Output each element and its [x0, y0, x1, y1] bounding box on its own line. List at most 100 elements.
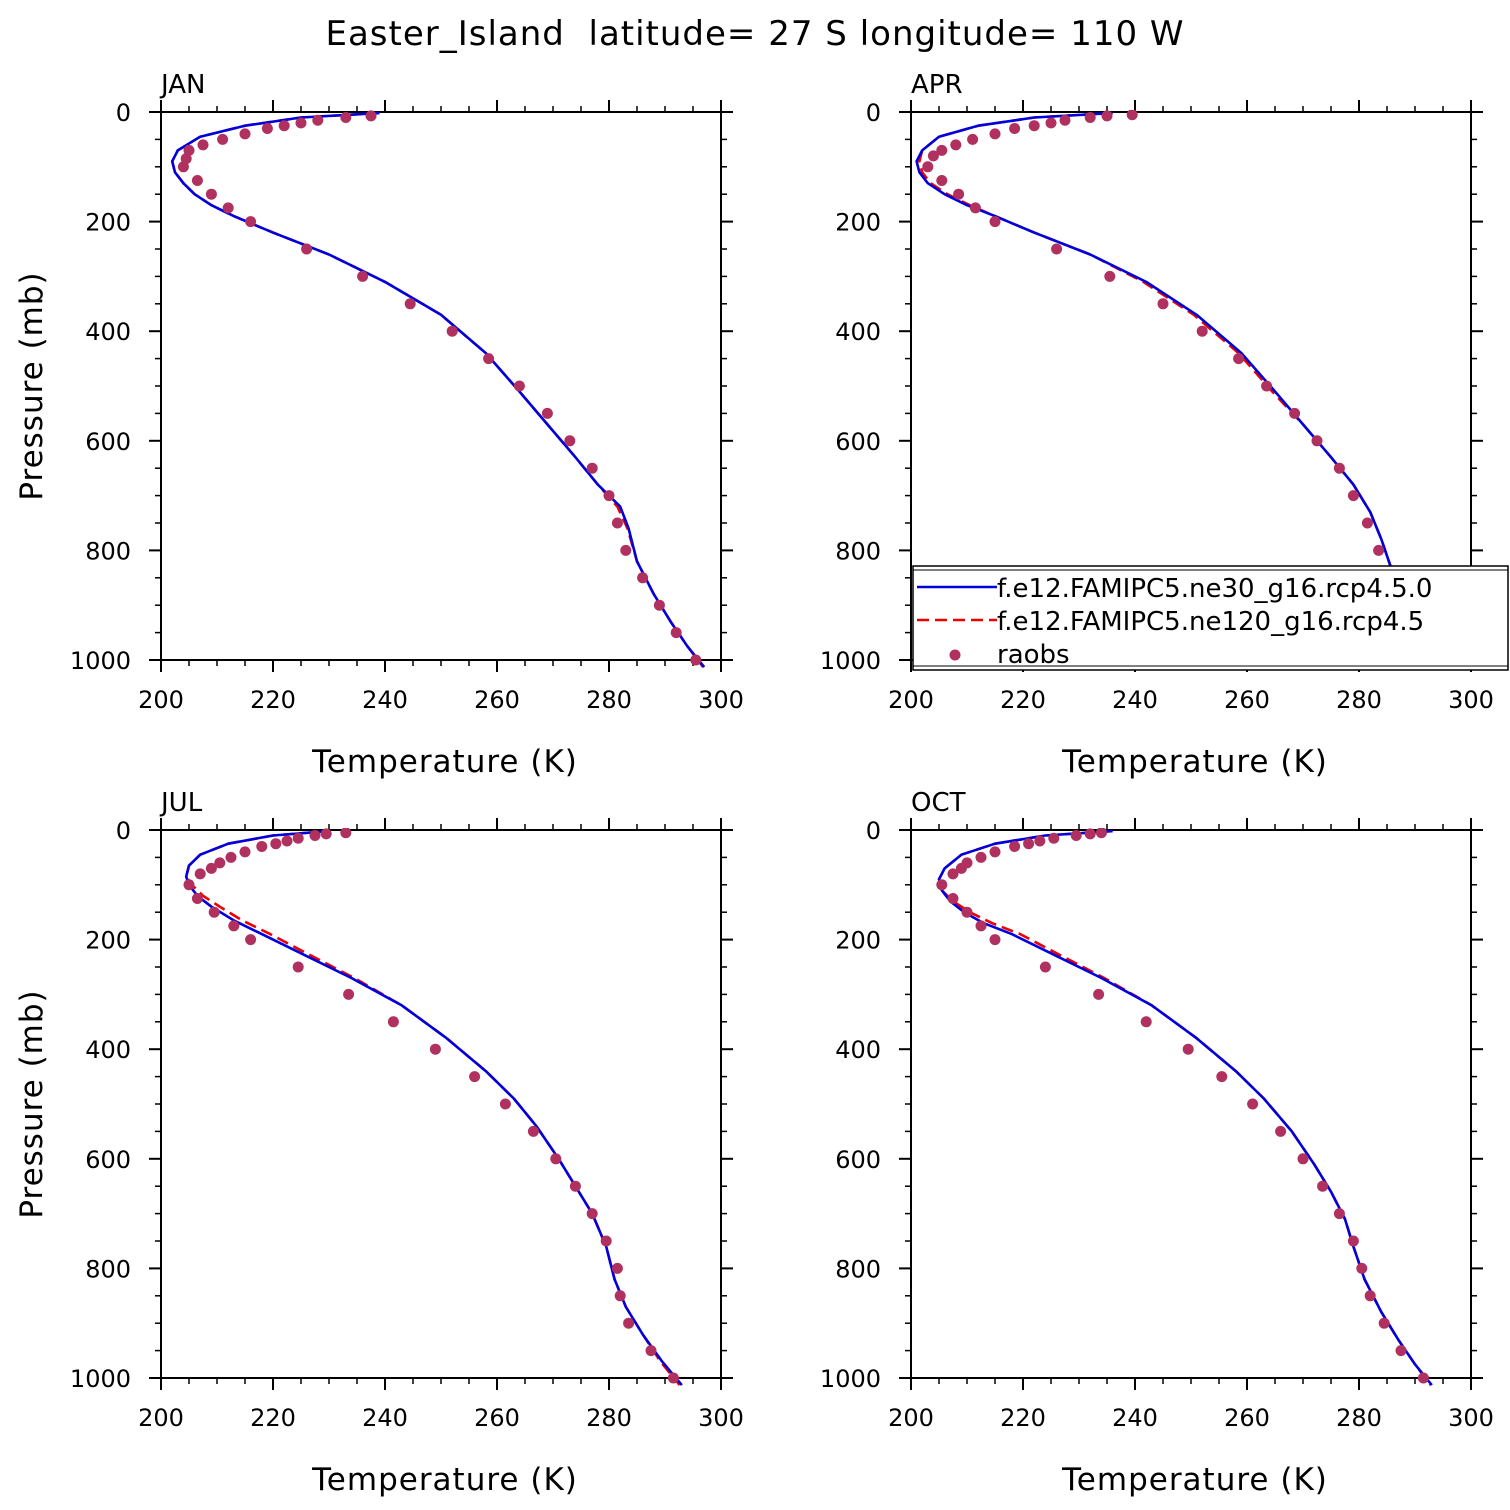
panel-3: OCT 200 220 240 260 280 300 0 200 400 600 800 1000 Te…	[820, 788, 1494, 1498]
raobs-point	[1361, 517, 1373, 529]
raobs-point	[603, 490, 615, 502]
y-tick-label: 600	[85, 1146, 131, 1174]
raobs-point	[1333, 1208, 1345, 1220]
raobs-point	[1261, 380, 1273, 392]
raobs-point	[989, 934, 1001, 946]
raobs-point	[670, 627, 682, 639]
y-tick-label: 600	[835, 1146, 881, 1174]
panel-title: JAN	[159, 70, 205, 100]
raobs-point	[600, 1235, 612, 1247]
raobs-point	[309, 829, 321, 841]
y-tick-label: 0	[866, 99, 881, 127]
raobs-point	[1333, 462, 1345, 474]
x-axis-label: Temperature (K)	[1061, 744, 1328, 780]
y-tick-label: 600	[835, 428, 881, 456]
raobs-point	[239, 128, 251, 140]
raobs-point	[1356, 1262, 1368, 1274]
raobs-point	[222, 202, 234, 214]
raobs-point	[1373, 544, 1385, 556]
ne30-series-line	[915, 111, 1453, 668]
raobs-point	[183, 879, 195, 891]
raobs-point	[205, 188, 217, 200]
y-tick-label: 400	[85, 318, 131, 346]
raobs-point	[1247, 1098, 1259, 1110]
raobs-point	[483, 353, 495, 365]
raobs-point	[989, 216, 1001, 228]
raobs-point	[357, 270, 369, 282]
raobs-point	[975, 851, 987, 863]
ne30-series-line	[937, 829, 1433, 1386]
plot-frame	[160, 829, 722, 1379]
raobs-point	[217, 133, 229, 145]
raobs-point	[611, 517, 623, 529]
raobs-point	[1009, 122, 1021, 134]
y-tick-label: 800	[835, 537, 881, 565]
raobs-point	[1028, 120, 1040, 132]
raobs-point	[1347, 490, 1359, 502]
raobs-point	[989, 846, 1001, 858]
raobs-point	[278, 120, 290, 132]
raobs-point	[1059, 114, 1071, 126]
raobs-point	[228, 920, 240, 932]
x-tick-label: 260	[1224, 1404, 1270, 1432]
plot-frame	[160, 111, 722, 661]
raobs-point	[611, 1262, 623, 1274]
raobs-point	[690, 654, 702, 666]
raobs-point	[1364, 1290, 1376, 1302]
x-tick-label: 200	[888, 686, 934, 714]
raobs-point	[177, 161, 189, 173]
x-tick-label: 240	[362, 1404, 408, 1432]
raobs-point	[1104, 270, 1116, 282]
raobs-point	[513, 380, 525, 392]
raobs-point	[320, 828, 332, 840]
raobs-point	[947, 893, 959, 904]
raobs-point	[270, 838, 282, 850]
raobs-point	[947, 868, 959, 880]
raobs-point	[1084, 828, 1096, 840]
x-tick-label: 300	[698, 686, 744, 714]
y-tick-label: 800	[85, 1255, 131, 1283]
panel-title: JUL	[159, 788, 203, 818]
raobs-point	[1297, 1153, 1309, 1165]
x-tick-label: 220	[250, 1404, 296, 1432]
raobs-point	[936, 879, 948, 891]
raobs-point	[989, 128, 1001, 140]
plot-frame	[910, 829, 1472, 1379]
raobs-point	[586, 1208, 598, 1220]
raobs-point	[256, 840, 268, 852]
x-tick-label: 280	[586, 686, 632, 714]
raobs-point	[194, 868, 206, 880]
x-tick-label: 220	[1000, 686, 1046, 714]
raobs-point	[975, 920, 987, 932]
x-tick-label: 280	[1336, 1404, 1382, 1432]
raobs-point	[967, 133, 979, 145]
raobs-point	[586, 462, 598, 474]
raobs-point	[301, 243, 313, 255]
y-tick-label: 200	[85, 927, 131, 955]
y-axis-label: Pressure (mb)	[14, 989, 50, 1218]
raobs-point	[1048, 832, 1060, 844]
x-tick-label: 200	[138, 686, 184, 714]
legend-label: raobs	[997, 640, 1070, 670]
y-tick-label: 1000	[70, 1365, 131, 1393]
ne120-series-line	[937, 829, 1432, 1386]
raobs-point	[191, 175, 203, 186]
y-tick-label: 200	[835, 927, 881, 955]
raobs-point	[1182, 1043, 1194, 1055]
raobs-point	[292, 832, 304, 844]
raobs-point	[564, 435, 576, 447]
raobs-point	[927, 150, 939, 162]
x-tick-label: 300	[1448, 686, 1494, 714]
raobs-point	[1233, 353, 1245, 365]
raobs-point	[1289, 407, 1301, 419]
raobs-point	[446, 325, 458, 337]
raobs-point	[245, 216, 257, 228]
x-axis-label: Temperature (K)	[1061, 1462, 1328, 1498]
x-tick-label: 200	[138, 1404, 184, 1432]
raobs-point	[281, 835, 293, 847]
raobs-point	[1347, 1235, 1359, 1247]
series-group	[183, 828, 683, 1386]
x-tick-label: 240	[362, 686, 408, 714]
raobs-point	[1045, 117, 1057, 129]
raobs-point	[1378, 1317, 1390, 1329]
